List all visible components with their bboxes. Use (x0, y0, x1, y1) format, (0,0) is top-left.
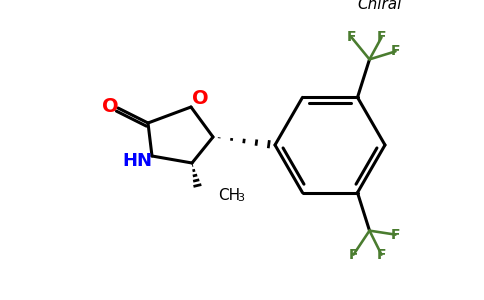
Text: CH: CH (218, 188, 240, 203)
Text: F: F (391, 44, 400, 58)
Text: HN: HN (122, 152, 152, 170)
Text: F: F (349, 248, 358, 262)
Text: F: F (347, 30, 356, 44)
Text: F: F (391, 228, 400, 242)
Text: Chiral: Chiral (357, 0, 402, 12)
Text: O: O (192, 88, 208, 107)
Text: 3: 3 (237, 193, 244, 203)
Text: O: O (102, 97, 118, 116)
Text: F: F (377, 248, 386, 262)
Text: F: F (377, 30, 386, 44)
